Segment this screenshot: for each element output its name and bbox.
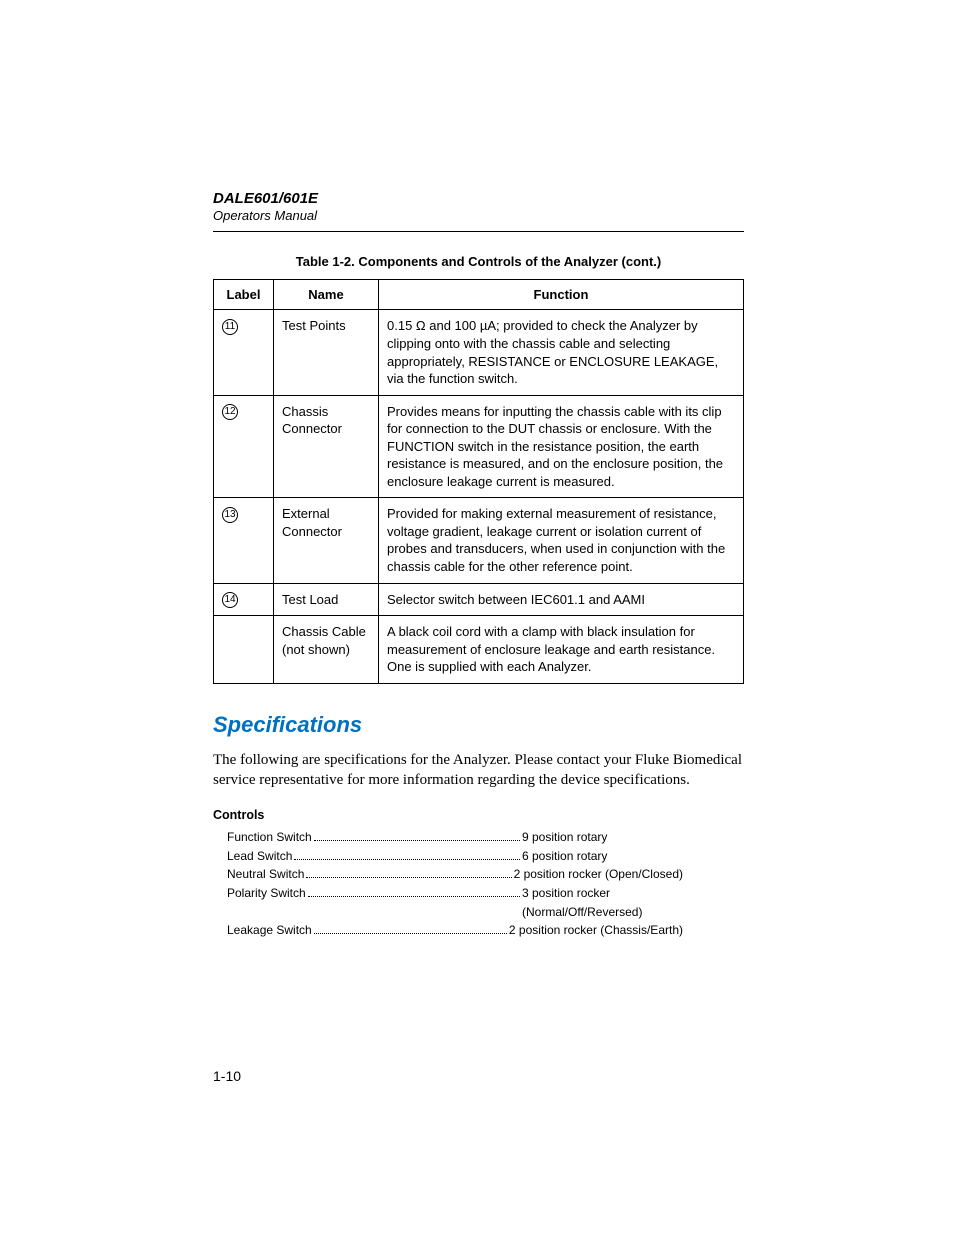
table-row: 12 Chassis Connector Provides means for … (214, 395, 744, 498)
circled-number: 13 (222, 507, 238, 523)
components-table: Label Name Function 11 Test Points 0.15 … (213, 279, 744, 684)
spec-group-title: Controls (213, 808, 744, 822)
spec-value: 2 position rocker (Chassis/Earth) (509, 921, 683, 940)
cell-name: External Connector (274, 498, 379, 583)
page-header: DALE601/601E Operators Manual (213, 190, 744, 225)
section-heading: Specifications (213, 712, 744, 738)
cell-label (214, 616, 274, 684)
table-row: 14 Test Load Selector switch between IEC… (214, 583, 744, 616)
dot-leader (314, 830, 520, 841)
spec-value: 9 position rotary (522, 828, 607, 847)
table-row: 13 External Connector Provided for makin… (214, 498, 744, 583)
cell-label: 13 (214, 498, 274, 583)
cell-name: Test Load (274, 583, 379, 616)
cell-name: Test Points (274, 310, 379, 395)
col-header-name: Name (274, 279, 379, 310)
page-number: 1-10 (213, 1068, 241, 1084)
spec-label: Lead Switch (227, 847, 292, 866)
dot-leader (294, 849, 520, 860)
manual-subtitle: Operators Manual (213, 208, 744, 225)
table-body: 11 Test Points 0.15 Ω and 100 µA; provid… (214, 310, 744, 683)
cell-name: Chassis Cable (not shown) (274, 616, 379, 684)
product-title: DALE601/601E (213, 190, 744, 208)
cell-label: 14 (214, 583, 274, 616)
cell-function: Provides means for inputting the chassis… (379, 395, 744, 498)
circled-number: 12 (222, 404, 238, 420)
spec-value: 2 position rocker (Open/Closed) (514, 865, 683, 884)
spec-item: Leakage Switch 2 position rocker (Chassi… (227, 921, 683, 940)
spec-label: Leakage Switch (227, 921, 312, 940)
table-row: 11 Test Points 0.15 Ω and 100 µA; provid… (214, 310, 744, 395)
spec-value: 6 position rotary (522, 847, 607, 866)
table-row: Chassis Cable (not shown) A black coil c… (214, 616, 744, 684)
spec-item: Function Switch 9 position rotary (227, 828, 683, 847)
cell-label: 11 (214, 310, 274, 395)
cell-function: Provided for making external measurement… (379, 498, 744, 583)
circled-number: 14 (222, 592, 238, 608)
header-rule (213, 231, 744, 232)
spec-list: Function Switch 9 position rotary Lead S… (213, 828, 683, 940)
cell-function: A black coil cord with a clamp with blac… (379, 616, 744, 684)
spec-label: Function Switch (227, 828, 312, 847)
circled-number: 11 (222, 319, 238, 335)
dot-leader (306, 868, 511, 879)
table-caption: Table 1-2. Components and Controls of th… (213, 254, 744, 269)
spec-item: Polarity Switch 3 position rocker (Norma… (227, 884, 683, 921)
table-header-row: Label Name Function (214, 279, 744, 310)
spec-label: Neutral Switch (227, 865, 304, 884)
dot-leader (308, 886, 520, 897)
spec-label: Polarity Switch (227, 884, 306, 903)
col-header-label: Label (214, 279, 274, 310)
spec-item: Neutral Switch 2 position rocker (Open/C… (227, 865, 683, 884)
spec-value: 3 position rocker (522, 884, 610, 903)
cell-function: 0.15 Ω and 100 µA; provided to check the… (379, 310, 744, 395)
cell-function: Selector switch between IEC601.1 and AAM… (379, 583, 744, 616)
section-paragraph: The following are specifications for the… (213, 750, 744, 791)
spec-item: Lead Switch 6 position rotary (227, 847, 683, 866)
spec-value-cont: (Normal/Off/Reversed) (522, 903, 642, 922)
col-header-function: Function (379, 279, 744, 310)
dot-leader (314, 923, 507, 934)
cell-name: Chassis Connector (274, 395, 379, 498)
cell-label: 12 (214, 395, 274, 498)
